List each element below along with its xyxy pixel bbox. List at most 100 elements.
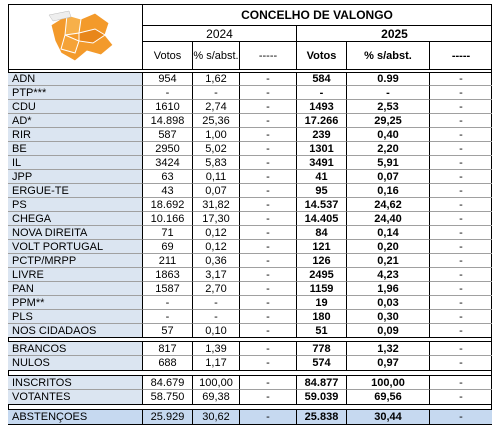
cell: 2495	[297, 268, 347, 282]
cell: -	[430, 142, 492, 156]
cell: 0,97	[347, 356, 430, 371]
cell: -	[240, 128, 297, 142]
row-label: PLS	[8, 310, 143, 324]
cell: 1,96	[347, 282, 430, 296]
cell: -	[240, 198, 297, 212]
cell: 24,62	[347, 198, 430, 212]
row-label: JPP	[8, 170, 143, 184]
cell: 0,14	[347, 226, 430, 240]
cell: 17,30	[193, 212, 240, 226]
row-label: CHEGA	[8, 212, 143, 226]
row-label: ABSTENÇOES	[8, 409, 143, 425]
cell: 1301	[297, 142, 347, 156]
cell: 69,56	[347, 390, 430, 405]
cell: 1,62	[193, 72, 240, 86]
cell: 51	[297, 324, 347, 338]
cell: -	[240, 296, 297, 310]
cell: -	[240, 240, 297, 254]
cell: 0,36	[193, 254, 240, 268]
cell: 211	[143, 254, 193, 268]
cell: -	[240, 184, 297, 198]
cell: 59.039	[297, 390, 347, 405]
cell: -	[430, 310, 492, 324]
cell: -	[430, 86, 492, 100]
cell: 2,70	[193, 282, 240, 296]
cell: -	[240, 156, 297, 170]
cell: 2,53	[347, 100, 430, 114]
cell: 19	[297, 296, 347, 310]
cell: 1610	[143, 100, 193, 114]
cell: -	[430, 390, 492, 405]
cell: 30,62	[193, 409, 240, 425]
cell: -	[430, 268, 492, 282]
cell: 100,00	[193, 375, 240, 390]
row-label: PS	[8, 198, 143, 212]
cell: 63	[143, 170, 193, 184]
cell: 4,23	[347, 268, 430, 282]
cell: -	[430, 198, 492, 212]
cell: -	[347, 86, 430, 100]
row-label: VOTANTES	[8, 390, 143, 405]
cell: -	[240, 254, 297, 268]
cell: -	[193, 296, 240, 310]
row-label: PAN	[8, 282, 143, 296]
cell: -	[240, 341, 297, 356]
cell: 0.99	[347, 72, 430, 86]
cell: -	[240, 114, 297, 128]
cell: -	[430, 282, 492, 296]
cell: -	[430, 341, 492, 356]
cell: 3,17	[193, 268, 240, 282]
cell: -	[240, 142, 297, 156]
cell: -	[430, 170, 492, 184]
cell: 25,36	[193, 114, 240, 128]
row-label: PTP***	[8, 86, 143, 100]
row-label: NOVA DIREITA	[8, 226, 143, 240]
cell: 0,07	[193, 184, 240, 198]
cell: 778	[297, 341, 347, 356]
cell: -	[430, 114, 492, 128]
year: 2024	[143, 26, 297, 42]
column-header: Votos	[143, 42, 193, 70]
row-label: RIR	[8, 128, 143, 142]
row-label: INSCRITOS	[8, 375, 143, 390]
cell: 0,10	[193, 324, 240, 338]
cell: -	[193, 86, 240, 100]
cell: -	[430, 409, 492, 425]
row-label: BRANCOS	[8, 341, 143, 356]
cell: 0,30	[347, 310, 430, 324]
cell: 0,11	[193, 170, 240, 184]
cell: 180	[297, 310, 347, 324]
cell: 1,32	[347, 341, 430, 356]
cell: 0,12	[193, 226, 240, 240]
cell: 1587	[143, 282, 193, 296]
cell: -	[430, 296, 492, 310]
row-label: NOS CIDADAOS	[8, 324, 143, 338]
row-label: CDU	[8, 100, 143, 114]
row-label: AD*	[8, 114, 143, 128]
cell: 3424	[143, 156, 193, 170]
row-label: IL	[8, 156, 143, 170]
cell: 1,00	[193, 128, 240, 142]
cell: 25.838	[297, 409, 347, 425]
cell: 5,91	[347, 156, 430, 170]
row-label: ADN	[8, 72, 143, 86]
cell: -	[430, 212, 492, 226]
cell: 574	[297, 356, 347, 371]
table-title: CONCELHO DE VALONGO	[143, 4, 492, 26]
cell: -	[240, 212, 297, 226]
cell: 1,17	[193, 356, 240, 371]
cell: -	[430, 324, 492, 338]
cell: -	[143, 86, 193, 100]
cell: -	[240, 72, 297, 86]
cell: 0,21	[347, 254, 430, 268]
cell: -	[430, 226, 492, 240]
cell: 18.692	[143, 198, 193, 212]
cell: 71	[143, 226, 193, 240]
cell: 41	[297, 170, 347, 184]
cell: 0,03	[347, 296, 430, 310]
cell: 17.266	[297, 114, 347, 128]
cell: 1863	[143, 268, 193, 282]
cell: -	[143, 296, 193, 310]
cell: 817	[143, 341, 193, 356]
row-label: NULOS	[8, 356, 143, 371]
